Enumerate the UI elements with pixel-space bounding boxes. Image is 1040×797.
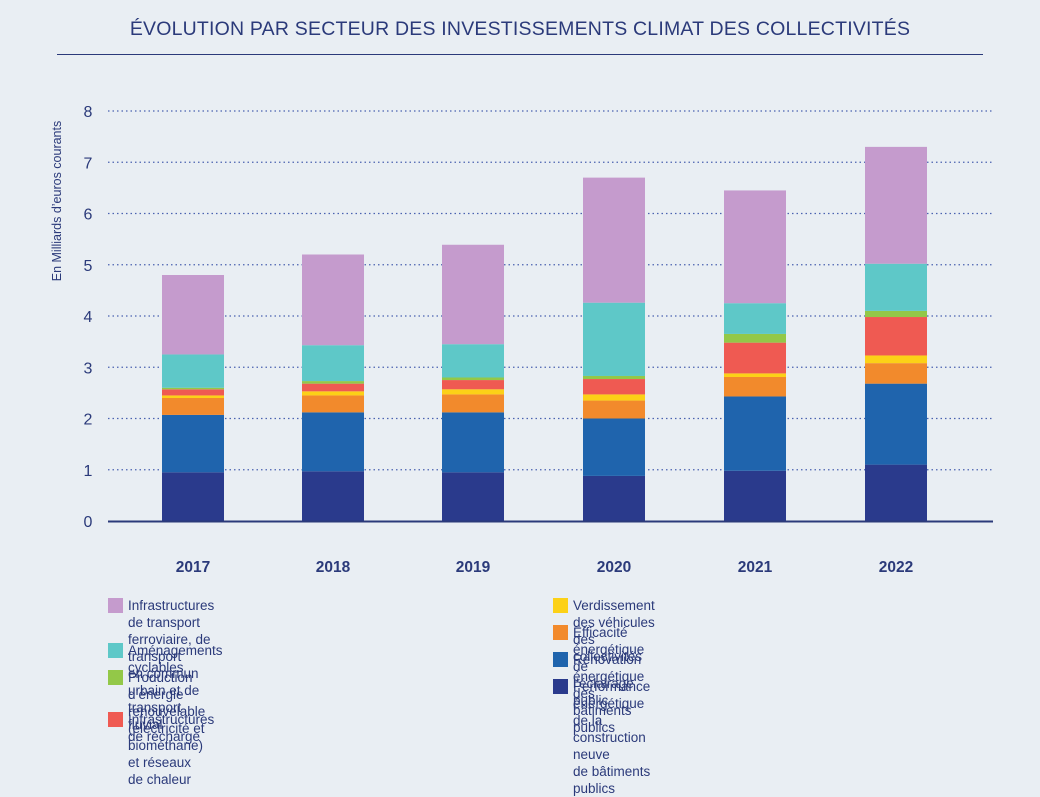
legend-label: Efficacité énergétique de l’éclairage pu… [573, 625, 645, 708]
y-tick-label: 4 [84, 309, 93, 326]
bar-segment [442, 394, 504, 413]
y-tick-label: 0 [84, 514, 93, 531]
bar-segment [865, 317, 927, 356]
chart-title: ÉVOLUTION PAR SECTEUR DES INVESTISSEMENT… [129, 18, 911, 40]
legend-label: Verdissement des véhicules des collectiv… [573, 598, 655, 664]
bar-segment [583, 302, 645, 376]
bar-segment [865, 263, 927, 311]
x-tick-label: 2022 [879, 559, 913, 576]
legend-swatch [108, 670, 123, 685]
bar-segment [865, 363, 927, 384]
x-tick-label: 2017 [176, 559, 210, 576]
bar-segment [442, 389, 504, 395]
title-divider [57, 54, 983, 55]
legend-swatch [553, 625, 568, 640]
y-axis-title: En Milliards d’euros courants [50, 121, 64, 282]
bar-segment [865, 355, 927, 364]
bar-segment [583, 375, 645, 380]
legend-label: Infrastructures de transport ferroviaire… [128, 598, 215, 732]
bar-segment [162, 387, 224, 390]
bar-segment [302, 254, 364, 346]
legend-label: Production d’énergie renouvelable (élect… [128, 670, 206, 787]
x-tick-label: 2019 [456, 559, 491, 576]
bar-segment [302, 381, 364, 384]
y-tick-label: 1 [84, 463, 93, 480]
bar-segment [442, 412, 504, 473]
bar-segment [583, 177, 645, 303]
bar-segment [302, 395, 364, 413]
x-tick-label: 2018 [316, 559, 351, 576]
bar-segment [442, 244, 504, 345]
bar-segment [724, 376, 786, 397]
y-tick-label: 2 [84, 412, 93, 429]
bar-segment [162, 354, 224, 388]
bar-segment [162, 398, 224, 415]
bar-segment [162, 472, 224, 521]
bar-segment [724, 333, 786, 343]
bar-segment [162, 275, 224, 355]
bar-segment [583, 379, 645, 395]
y-tick-label: 5 [84, 258, 93, 275]
legend-swatch [553, 598, 568, 613]
legend-swatch [553, 652, 568, 667]
bar-segment [162, 395, 224, 398]
legend-swatch [108, 643, 123, 658]
bar-segment [302, 471, 364, 521]
bar-segment [302, 345, 364, 382]
bar-segment [302, 412, 364, 472]
stacked-bar-chart: 0 1 2 3 4 5 6 7 8 En Milliards d’euros courants 20… [50, 104, 993, 576]
x-tick-label: 2020 [597, 559, 631, 576]
y-tick-label: 7 [84, 155, 93, 172]
bar-segment [865, 383, 927, 465]
bar-segment [724, 190, 786, 304]
legend-swatch [553, 679, 568, 694]
legend-label: Aménagements cyclables [128, 643, 223, 675]
bar-segment [162, 414, 224, 473]
bar-segment [724, 396, 786, 471]
bar-segment [865, 464, 927, 521]
legend-swatch [108, 598, 123, 613]
bar-segment [583, 400, 645, 419]
bar-segment [302, 391, 364, 396]
bar-segment [442, 377, 504, 381]
legend-swatch [108, 712, 123, 727]
bar-segment [583, 475, 645, 521]
y-tick-label: 8 [84, 104, 93, 121]
x-tick-label: 2021 [738, 559, 773, 576]
bar-segment [724, 373, 786, 377]
bar-segment [724, 303, 786, 334]
y-tick-label: 6 [84, 207, 93, 224]
legend-label: Rénovation énergétique des bâtiments pub… [573, 652, 645, 735]
bar-segment [865, 146, 927, 264]
bar-segment [442, 472, 504, 521]
bar-segment [865, 310, 927, 318]
bar-segment [724, 342, 786, 374]
bar-segment [724, 470, 786, 521]
bar-segment [442, 344, 504, 378]
y-tick-label: 3 [84, 360, 93, 377]
bar-segment [583, 394, 645, 401]
legend-label: Performance énergétique de la constructi… [573, 679, 651, 796]
bar-segment [583, 418, 645, 476]
bar-segment [442, 380, 504, 390]
bar-segment [162, 389, 224, 396]
bar-segment [302, 383, 364, 392]
